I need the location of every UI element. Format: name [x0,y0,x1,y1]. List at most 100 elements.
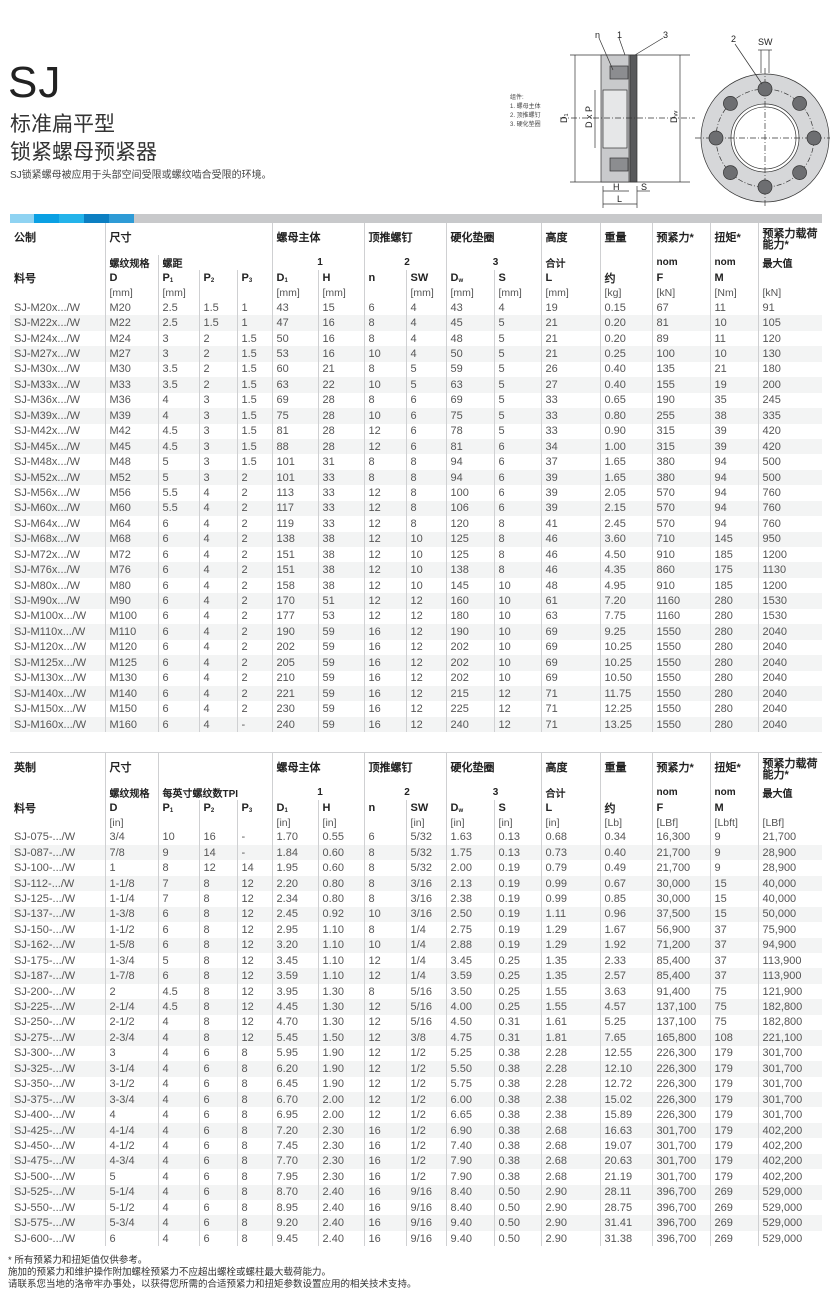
cell-n: 8 [363,469,406,486]
cell-s: 0.25 [493,983,542,1000]
cell-h: 59 [317,716,364,733]
cell-weight: 1.67 [599,922,653,938]
cell-p3: 2 [236,531,272,547]
cell-d: M36 [104,392,158,409]
cell-p3: 2 [236,624,272,640]
cell-h: 59 [317,624,364,640]
cell-s: 6 [493,469,541,486]
cell-d: M100 [104,608,158,625]
cell-s: 0.19 [493,860,542,876]
cell-h: 2.30 [317,1122,365,1139]
cell-l: 46 [540,531,600,547]
table-row: SJ-M36x.../W M36 4 3 1.5 69 28 8 6 69 5 33 0.65 190 35… [10,392,822,409]
cell-sw: 6 [405,438,446,455]
cell-h: 59 [317,701,364,717]
cell-n: 12 [363,1014,407,1031]
cell-torque: 39 [709,438,758,455]
cell-sw: 12 [405,685,446,702]
cell-d1: 4.70 [271,1014,319,1031]
cell-s: 10 [493,670,541,686]
cell-p3: 2 [236,670,272,686]
cell-torque: 21 [709,361,758,378]
cell-preload: 396,700 [651,1230,711,1247]
table-row: SJ-300-.../W 3 4 6 8 5.95 1.90 12 1/2 5.25 0.38 2.2… [10,1045,823,1062]
cell-p3: 8 [236,1230,273,1247]
metric-spec-table: 公制 尺寸 螺母主体 顶推螺钉 硬化垫圈 高度 重量 预紧力* 扭矩* 预紧力载荷… [10,223,822,733]
cell-p2: 4 [198,655,237,671]
cell-part-number: SJ-300-.../W [14,1047,76,1060]
header-unit: [mm] [540,286,600,300]
cell-preload: 226,300 [651,1091,711,1108]
cell-p2: 6 [198,1138,237,1154]
cell-h: 51 [317,593,364,609]
header-preload: 预紧力* [651,223,710,255]
cell-s: 8 [493,547,541,563]
cell-h: 53 [317,608,364,625]
cell-part-number: SJ-425-.../W [10,1122,105,1139]
cell-d: 4 [104,1107,158,1123]
cell-weight: 11.75 [599,685,652,702]
cell-capacity: 301,700 [757,1061,823,1077]
cell-capacity: 180 [757,361,822,378]
cell-p1: 6 [157,937,199,953]
cell-l: 19 [540,300,600,316]
cell-part-number: SJ-375-.../W [10,1091,105,1108]
table-row: SJ-M20x.../W M20 2.5 1.5 1 43 15 6 4 43 4 19 0.15 67 1… [10,300,822,316]
header-symbol: 约 [599,799,653,816]
cell-s: 0.25 [493,953,542,969]
cell-dw: 106 [445,500,494,517]
cell-sw: 1/4 [405,937,447,953]
cell-l: 69 [540,655,600,671]
cell-l: 27 [540,377,600,393]
cell-p1: 6 [157,562,199,578]
cell-preload: 16,300 [651,829,711,845]
cell-torque: 179 [709,1045,759,1062]
cell-capacity: 2040 [757,716,822,733]
table-row: SJ-M64x.../W M64 6 4 2 119 33 12 8 120 8 41 2.45 570 9… [10,516,822,532]
cell-p2: 4 [198,516,237,532]
cell-sw: 4 [405,346,446,362]
cell-p1: 7 [157,875,199,892]
header-part-number: 料号 [14,802,36,815]
cell-d: M42 [104,423,158,439]
cell-part-number: SJ-M100x.../W [14,610,87,623]
cell-s: 6 [493,500,541,517]
cell-d: 1-7/8 [104,968,158,984]
table-row: SJ-575-.../W 5-3/4 4 6 8 9.20 2.40 16 9/16 9.40 0.… [10,1215,823,1231]
cell-capacity: 402,200 [757,1122,823,1139]
cell-dw: 2.75 [445,922,495,938]
cell-capacity: 760 [757,500,822,517]
table-row: SJ-350-.../W 3-1/2 4 6 8 6.45 1.90 12 1/2 5.75 0.3… [10,1076,823,1092]
cell-d: M22 [104,315,158,331]
header-unit: [in] [445,815,495,830]
cell-p1: 4 [157,1045,199,1062]
cell-s: 5 [493,346,541,362]
cell-d1: 2.95 [271,922,319,938]
cell-d: 5-3/4 [104,1215,158,1231]
cell-dw: 9.40 [445,1215,495,1231]
cell-torque: 94 [709,516,758,532]
cell-d1: 43 [271,300,318,316]
cell-p3: 8 [236,1122,273,1139]
cell-p1: 6 [157,922,199,938]
cell-sw: 8 [405,500,446,517]
cell-d: M56 [104,485,158,501]
header-unit: [mm] [271,286,318,300]
header-symbol: S [493,270,541,286]
cell-s: 0.31 [493,1014,542,1031]
cell-h: 28 [317,392,364,409]
cell-p3: 12 [236,922,273,938]
cell-p3: 8 [236,1138,273,1154]
cell-preload: 315 [651,423,710,439]
cell-l: 46 [540,547,600,563]
cell-l: 2.28 [540,1061,601,1077]
stripe-segment [59,214,84,223]
cell-d1: 1.95 [271,860,319,876]
header-total: 合计 [540,255,600,270]
cell-d: M48 [104,454,158,470]
header-pitch: 螺距 [157,255,272,270]
component-item: 1. 螺母主体 [510,104,541,110]
cell-preload: 30,000 [651,891,711,907]
cell-h: 31 [317,454,364,470]
cell-d1: 69 [271,392,318,409]
